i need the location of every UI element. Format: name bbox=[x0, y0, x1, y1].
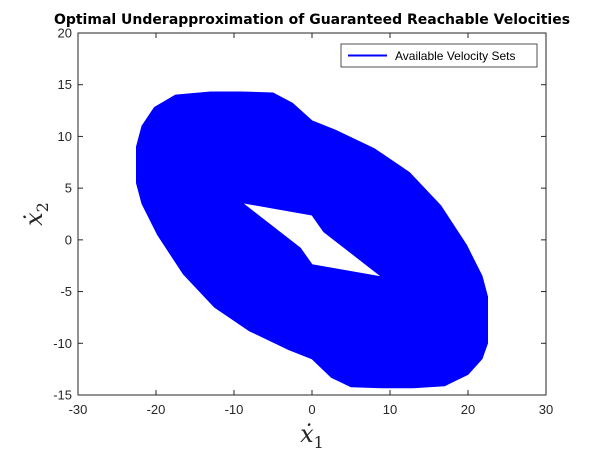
x-tick-label: 10 bbox=[383, 402, 397, 417]
x-tick-label: -20 bbox=[147, 402, 166, 417]
y-axis-label-subscript: 2 bbox=[33, 202, 52, 212]
series-region-0 bbox=[136, 91, 488, 389]
chart-title: Optimal Underapproximation of Guaranteed… bbox=[54, 12, 570, 28]
y-tick-label: 0 bbox=[65, 232, 72, 247]
x-tick-label: 30 bbox=[539, 402, 553, 417]
y-tick-label: 20 bbox=[58, 26, 72, 41]
x-tick-label: -30 bbox=[69, 402, 88, 417]
x-tick-label: -10 bbox=[225, 402, 244, 417]
x-axis-label-subscript: 1 bbox=[314, 433, 324, 451]
legend-box bbox=[340, 43, 538, 68]
data-layer bbox=[136, 91, 488, 389]
x-axis-label: ẋ1 bbox=[300, 420, 324, 451]
y-tick-label: -15 bbox=[53, 388, 72, 403]
y-axis-label-group: ẋ2 bbox=[20, 202, 52, 226]
y-tick-label: 15 bbox=[58, 77, 72, 92]
y-tick-label: 10 bbox=[58, 129, 72, 144]
y-tick-label: 5 bbox=[65, 181, 72, 196]
x-tick-label: 20 bbox=[461, 402, 475, 417]
legend: Available Velocity Sets bbox=[340, 43, 538, 68]
y-tick-label: -10 bbox=[53, 336, 72, 351]
y-tick-label: -5 bbox=[60, 284, 72, 299]
x-tick-label: 0 bbox=[308, 402, 315, 417]
x-axis-label-symbol: ẋ bbox=[300, 420, 314, 448]
ticks-layer: -30 -20 -10 0 10 20 30 -15 -10 -5 0 5 10 15 20 bbox=[53, 26, 553, 418]
legend-label-available-velocity-sets: Available Velocity Sets bbox=[395, 49, 516, 63]
y-axis-label: ẋ2 bbox=[20, 202, 52, 226]
y-axis-label-symbol: ẋ bbox=[20, 212, 48, 226]
